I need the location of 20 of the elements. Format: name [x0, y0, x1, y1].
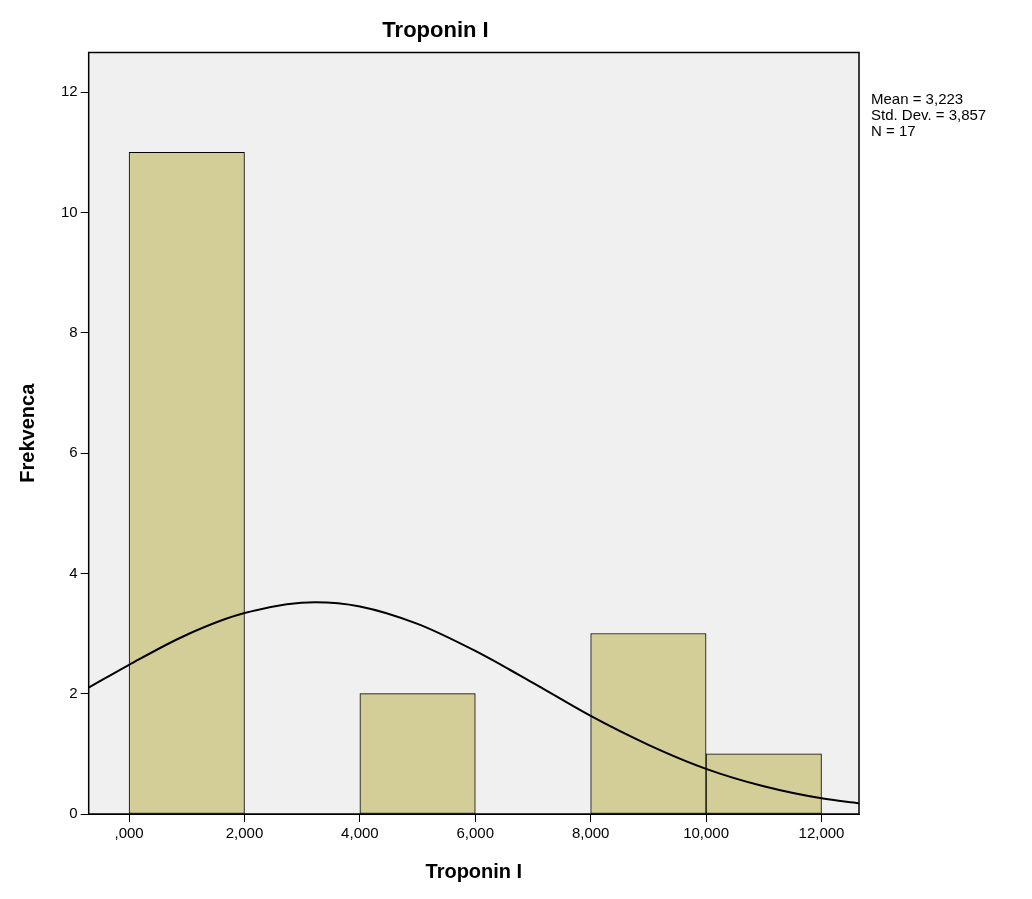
y-tick-label: 6	[69, 443, 78, 461]
x-tick-label: 6,000	[456, 824, 495, 842]
y-tick-label: 8	[69, 322, 78, 340]
y-tick-label: 10	[61, 202, 78, 220]
y-tick-label: 2	[69, 683, 78, 701]
x-tick-label: 12,000	[798, 824, 845, 842]
x-tick-label: 4,000	[341, 824, 379, 842]
y-tick-label: 12	[61, 82, 78, 100]
x-tick-label: 10,000	[683, 824, 730, 842]
y-axis-title: Frekvenca	[15, 382, 38, 483]
chart-title: Troponin I	[382, 17, 489, 43]
x-tick-label: 8,000	[571, 824, 610, 842]
text: Std. Dev. = 3,857	[871, 106, 987, 124]
y-tick-label: 0	[69, 804, 78, 822]
y-tick-label: 4	[69, 563, 78, 581]
x-axis-title: Troponin I	[425, 859, 523, 882]
x-tick-label: ,000	[114, 824, 144, 842]
text: Mean = 3,223	[871, 90, 964, 108]
text: N = 17	[871, 122, 916, 140]
x-tick-label: 2,000	[225, 824, 264, 842]
